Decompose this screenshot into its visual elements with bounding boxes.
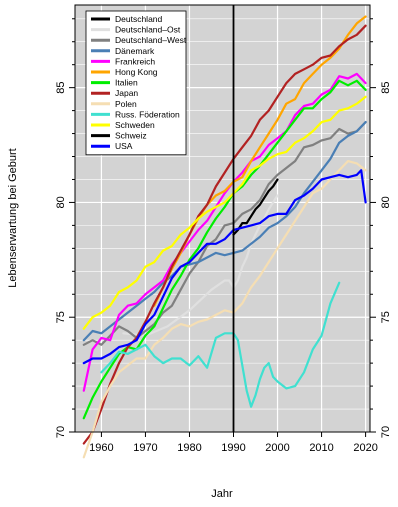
legend-label: Deutschland–Ost (115, 25, 181, 35)
x-tick-label: 2020 (353, 442, 377, 454)
y-axis-title: Lebenserwartung bei Geburt (7, 148, 19, 287)
y-tick-label-left: 85 (55, 82, 67, 94)
legend-label: Italien (115, 78, 138, 88)
legend-label: Frankreich (115, 56, 155, 66)
y-axis-right: 70 75 80 85 (370, 18, 392, 438)
x-tick-label: 2010 (309, 442, 333, 454)
plot-frame (74, 4, 371, 433)
x-tick-label: 1980 (177, 442, 201, 454)
legend-label: Dänemark (115, 46, 155, 56)
legend-label: USA (115, 141, 133, 151)
legend-label: Japan (115, 88, 138, 98)
legend-label: Deutschland–West (115, 35, 187, 45)
legend-label: Russ. Föderation (115, 109, 180, 119)
y-tick-label-right: 80 (380, 196, 392, 208)
series-line-10 (82, 95, 367, 330)
y-tick-label-left: 70 (55, 426, 67, 438)
series-lines (82, 15, 367, 459)
series-line-3 (82, 121, 367, 342)
series-line-1 (122, 194, 279, 337)
y-tick-label-right: 75 (380, 311, 392, 323)
legend-label: Deutschland (115, 14, 163, 24)
series-line-8 (82, 160, 367, 459)
legend-label: Hong Kong (115, 67, 158, 77)
series-line-4 (82, 72, 367, 392)
series-line-9 (100, 281, 341, 408)
legend: DeutschlandDeutschland–OstDeutschland–We… (85, 10, 187, 156)
x-tick-label: 1960 (89, 442, 113, 454)
x-axis: 1960 1970 1980 1990 2000 2010 2020 (89, 432, 378, 454)
x-tick-label: 2000 (265, 442, 289, 454)
series-line-2 (82, 121, 367, 346)
y-tick-label-left: 80 (55, 196, 67, 208)
series-line-6 (82, 79, 367, 420)
y-tick-label-right: 85 (380, 82, 392, 94)
series-line-0 (232, 178, 279, 236)
y-tick-label-left: 75 (55, 311, 67, 323)
y-tick-label-right: 70 (380, 426, 392, 438)
series-line-12 (82, 169, 367, 365)
legend-label: Schweiz (115, 131, 147, 141)
legend-label: Polen (115, 99, 137, 109)
x-tick-label: 1990 (221, 442, 245, 454)
x-axis-title: Jahr (211, 488, 233, 500)
x-tick-label: 1970 (133, 442, 157, 454)
legend-label: Schweden (115, 120, 155, 130)
y-axis-left: 70 75 80 85 (55, 18, 75, 438)
